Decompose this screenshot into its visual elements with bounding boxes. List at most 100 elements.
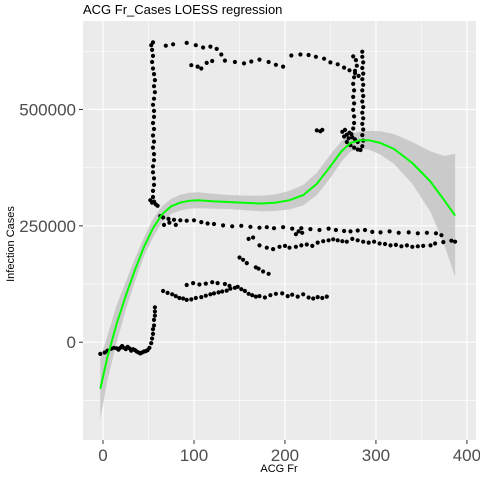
data-point xyxy=(150,59,155,65)
data-point xyxy=(166,216,171,221)
data-point xyxy=(335,238,340,243)
data-point xyxy=(150,194,156,200)
data-point xyxy=(171,42,176,47)
data-point xyxy=(242,288,247,294)
data-point xyxy=(193,295,198,301)
data-point xyxy=(406,230,411,235)
data-point xyxy=(257,225,262,230)
data-point xyxy=(311,296,316,301)
data-point xyxy=(170,292,175,297)
data-point xyxy=(326,226,331,231)
data-point xyxy=(333,227,338,233)
data-point xyxy=(352,68,358,73)
data-point xyxy=(287,245,292,250)
data-point xyxy=(152,78,157,83)
data-point xyxy=(150,40,156,45)
data-point xyxy=(224,288,229,293)
data-point xyxy=(152,309,157,314)
data-point xyxy=(322,56,327,61)
data-point xyxy=(253,294,258,299)
data-point xyxy=(317,227,322,233)
data-point xyxy=(151,152,157,157)
data-point xyxy=(219,52,224,57)
data-point xyxy=(149,341,154,346)
data-point xyxy=(151,72,157,77)
data-point xyxy=(171,217,177,222)
data-point xyxy=(280,291,285,296)
data-point xyxy=(208,44,213,49)
gridlines xyxy=(83,21,476,440)
data-point xyxy=(222,58,227,63)
data-point xyxy=(315,295,320,300)
data-point xyxy=(189,63,194,68)
data-point xyxy=(150,133,156,138)
axes: 0 100 200 300 400 0 250000 500000 xyxy=(19,100,480,465)
data-point xyxy=(314,128,319,133)
data-point xyxy=(208,292,213,297)
x-tick-label: 400 xyxy=(453,446,480,465)
data-point xyxy=(239,223,244,228)
data-point xyxy=(351,126,356,131)
data-point xyxy=(331,237,336,242)
y-tick-label: 500000 xyxy=(19,100,76,119)
data-point xyxy=(310,243,315,248)
data-point xyxy=(424,230,429,235)
data-point xyxy=(151,114,157,119)
data-point xyxy=(264,225,269,230)
data-point xyxy=(189,297,194,302)
data-point xyxy=(293,232,298,237)
data-point xyxy=(372,239,377,244)
data-point xyxy=(360,77,365,82)
data-point xyxy=(290,292,295,297)
data-point xyxy=(321,239,326,244)
data-point xyxy=(351,81,356,86)
data-point xyxy=(299,243,304,248)
data-point xyxy=(249,59,254,64)
data-point xyxy=(382,241,388,247)
data-point xyxy=(152,305,157,310)
data-point xyxy=(152,90,157,95)
data-point xyxy=(361,105,366,110)
data-point xyxy=(439,233,444,238)
data-point xyxy=(361,116,366,121)
data-point xyxy=(241,61,247,66)
data-point xyxy=(161,222,167,227)
data-point xyxy=(354,63,359,68)
data-point xyxy=(298,52,303,57)
data-point xyxy=(353,58,358,63)
data-point xyxy=(335,62,340,67)
data-point xyxy=(300,230,305,235)
data-point xyxy=(306,295,311,300)
data-point xyxy=(415,244,420,249)
data-point xyxy=(360,144,365,149)
x-tick-label: 300 xyxy=(362,446,390,465)
data-point xyxy=(237,255,242,260)
data-point xyxy=(150,170,156,175)
data-point xyxy=(250,293,255,298)
data-point xyxy=(161,288,166,294)
data-point xyxy=(257,294,262,299)
data-point xyxy=(315,240,320,245)
data-point xyxy=(441,240,446,245)
data-point xyxy=(306,52,311,58)
data-point xyxy=(214,46,219,52)
data-point xyxy=(295,294,300,299)
data-point xyxy=(210,280,215,285)
data-point xyxy=(296,229,301,234)
data-point xyxy=(205,221,210,226)
data-point xyxy=(449,238,454,243)
data-point xyxy=(352,101,357,106)
data-point xyxy=(433,231,439,236)
data-point xyxy=(151,139,157,144)
chart-title: ACG Fr_Cases LOESS regression xyxy=(83,2,282,17)
data-point xyxy=(251,235,256,240)
data-point xyxy=(352,114,357,119)
data-point xyxy=(155,203,160,208)
data-point xyxy=(320,127,325,132)
data-point xyxy=(203,293,208,298)
data-point xyxy=(340,239,345,244)
data-point xyxy=(151,317,157,322)
data-point xyxy=(266,59,271,65)
data-point xyxy=(358,147,363,153)
data-point xyxy=(215,281,220,286)
